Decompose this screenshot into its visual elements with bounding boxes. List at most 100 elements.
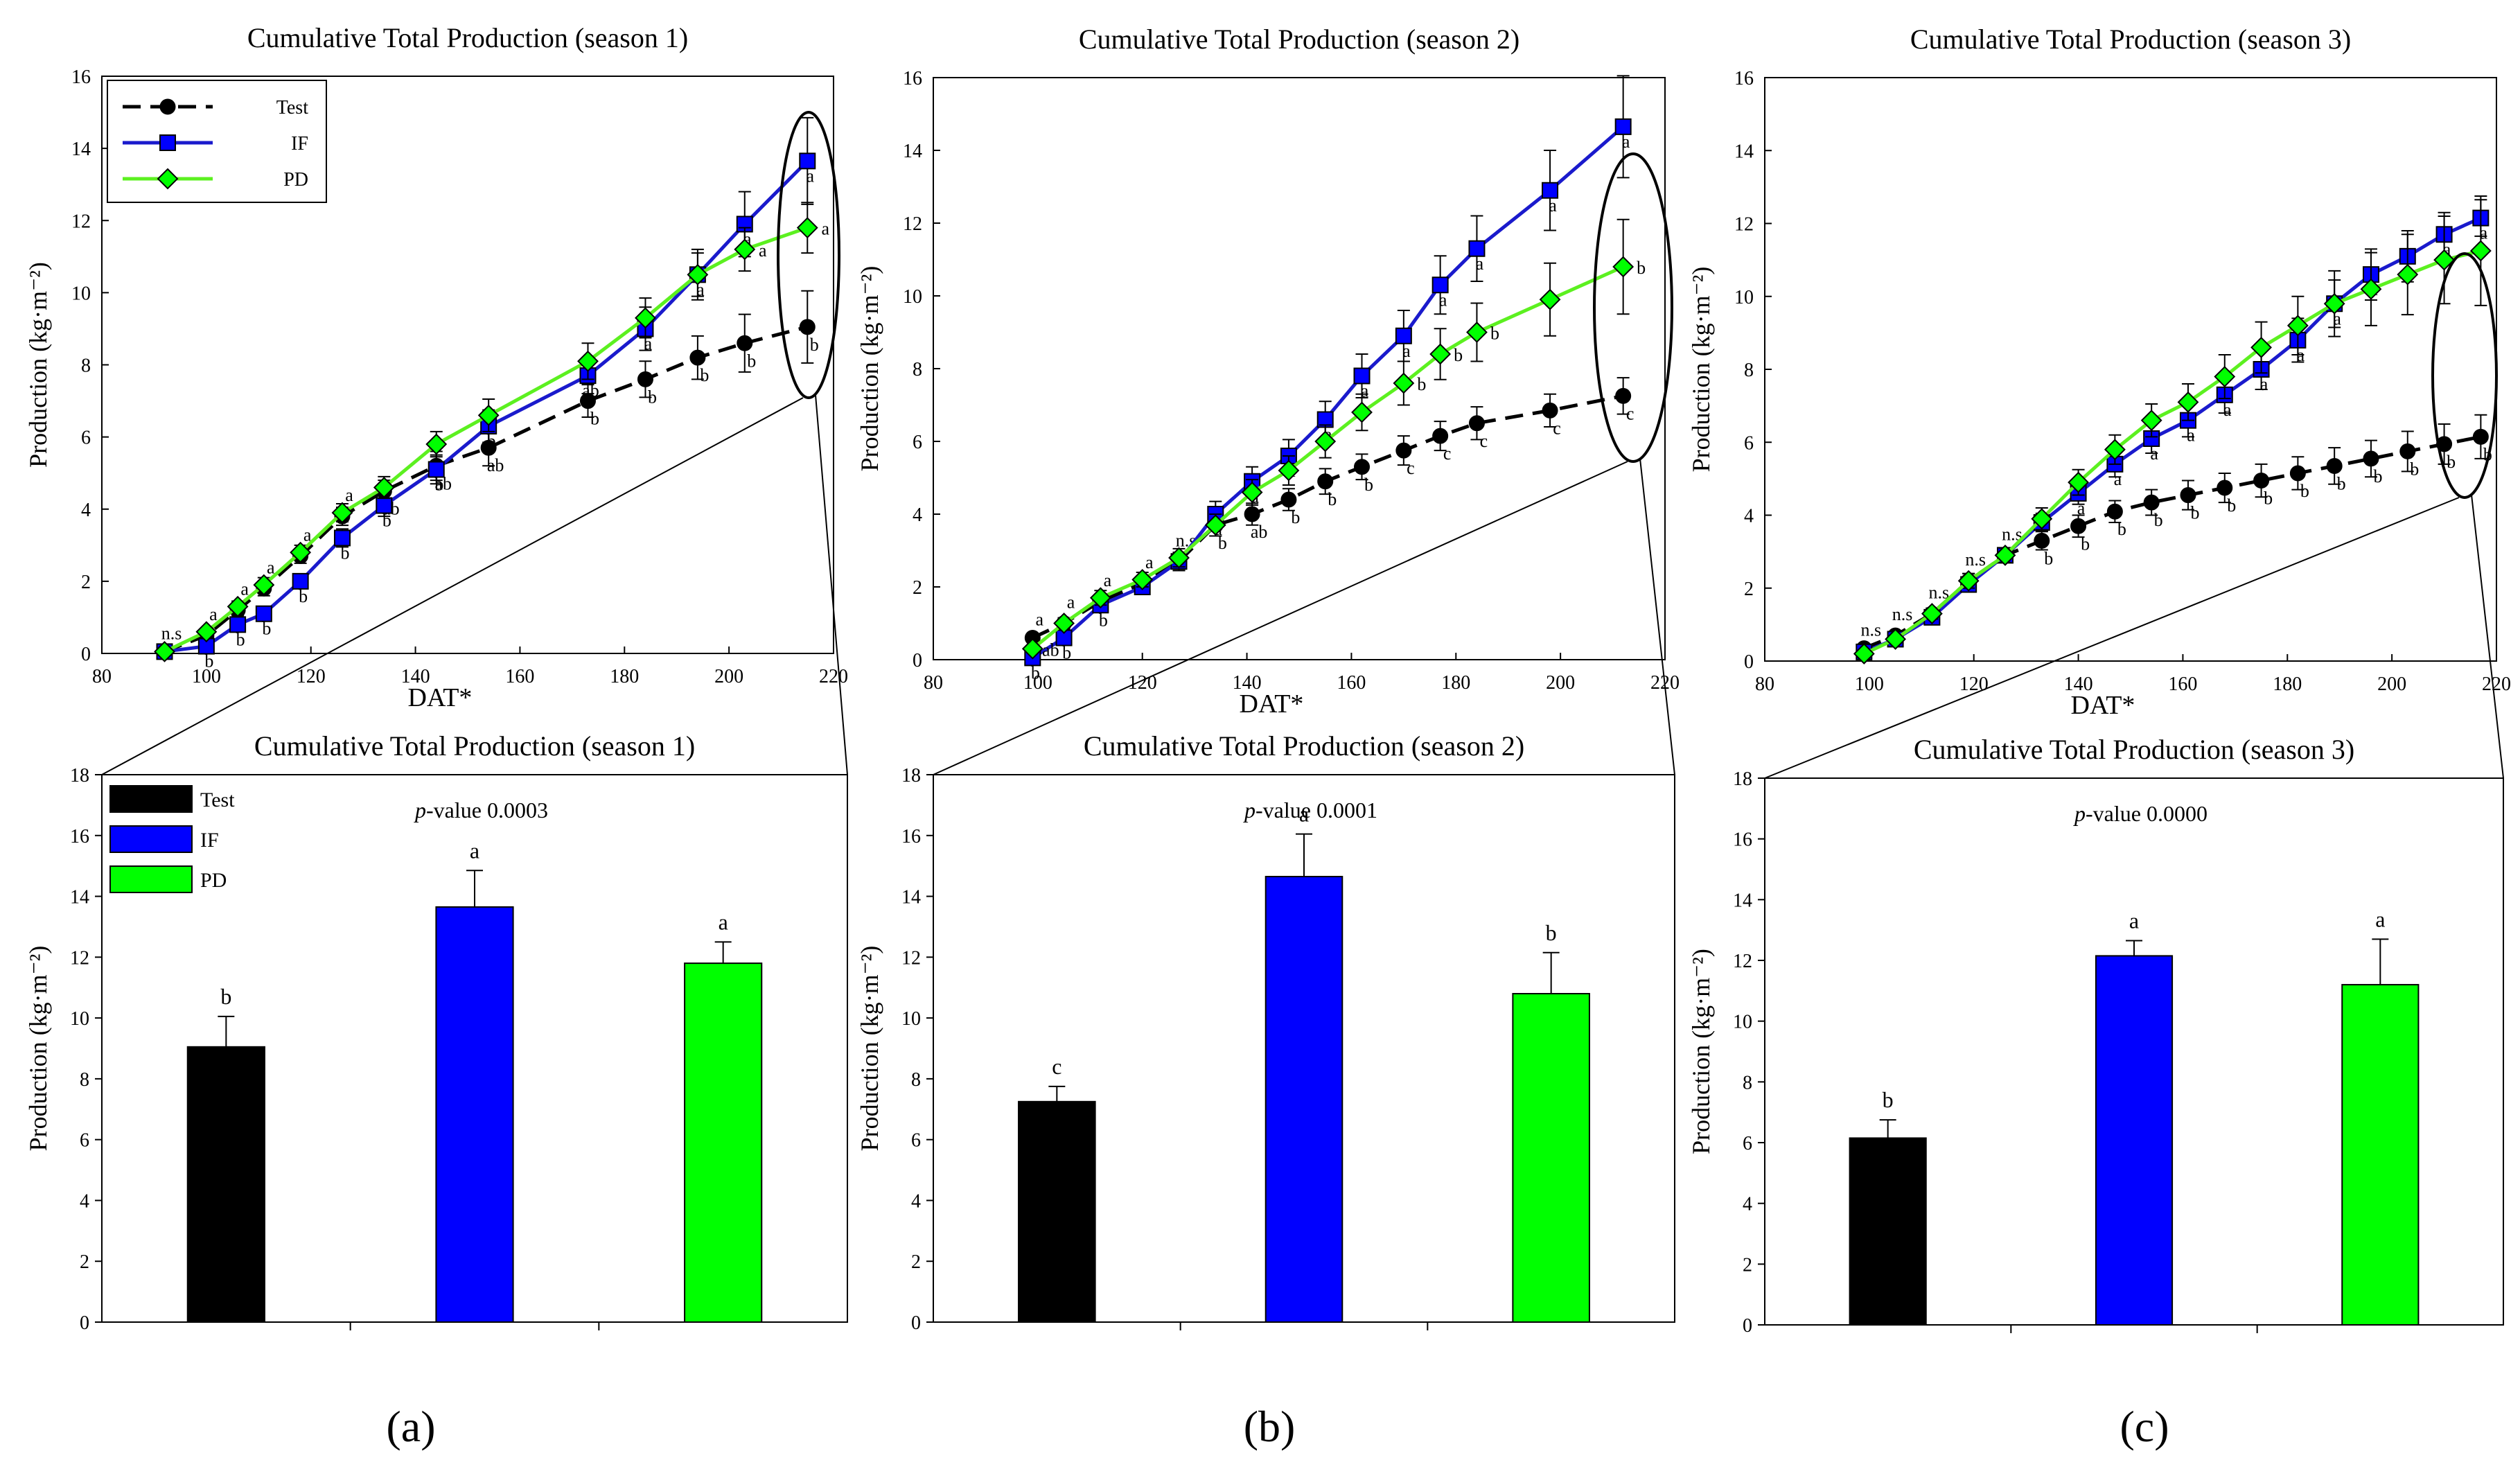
data-point bbox=[577, 350, 599, 372]
data-point bbox=[2070, 518, 2087, 534]
significance-letter: b bbox=[2264, 489, 2273, 509]
significance-letter: b bbox=[2081, 534, 2090, 554]
significance-letter: n.s bbox=[1965, 549, 1986, 570]
y-axis-label: Production (kg·m⁻²) bbox=[1687, 267, 1715, 473]
significance-letter: b bbox=[1883, 1087, 1894, 1112]
data-point bbox=[1395, 327, 1412, 344]
y-tick-label: 0 bbox=[911, 1312, 921, 1334]
y-tick-label: 8 bbox=[913, 359, 922, 380]
significance-letter: b bbox=[700, 365, 709, 385]
significance-letter: ab bbox=[487, 455, 504, 475]
y-tick-label: 14 bbox=[1733, 890, 1752, 911]
significance-letter: b bbox=[590, 409, 599, 429]
data-point bbox=[2250, 337, 2272, 358]
significance-letter: c bbox=[1626, 403, 1635, 423]
x-tick-label: 140 bbox=[1233, 672, 1262, 694]
data-point bbox=[477, 404, 500, 426]
data-point bbox=[1885, 628, 1906, 650]
y-axis-label: Production (kg·m⁻²) bbox=[24, 262, 52, 468]
significance-letter: a bbox=[1439, 290, 1447, 310]
p-value-italic: p bbox=[2073, 801, 2086, 826]
p-value-annotation: p-value 0.0000 bbox=[2073, 801, 2208, 826]
y-tick-label: 10 bbox=[903, 286, 922, 308]
significance-letter: b bbox=[204, 651, 213, 671]
data-point bbox=[1393, 372, 1415, 394]
y-axis-label: Production (kg·m⁻²) bbox=[24, 946, 52, 1152]
data-point bbox=[799, 152, 816, 170]
data-point bbox=[195, 621, 218, 643]
legend-label-if: IF bbox=[200, 829, 219, 852]
y-tick-label: 0 bbox=[913, 650, 922, 671]
line-chart-season-2: Cumulative Total Production (season 2) 0 2… bbox=[856, 24, 1680, 719]
data-point bbox=[2214, 366, 2236, 387]
y-tick-label: 14 bbox=[71, 139, 91, 160]
data-point bbox=[687, 263, 709, 285]
y-tick-label: 8 bbox=[80, 1069, 89, 1091]
significance-letter: b bbox=[1218, 533, 1227, 553]
data-point bbox=[2397, 263, 2419, 285]
data-point bbox=[2433, 249, 2455, 271]
data-point bbox=[1053, 613, 1075, 634]
p-value-text: -value 0.0000 bbox=[2086, 801, 2208, 826]
data-point bbox=[1314, 430, 1337, 452]
bar-test bbox=[186, 1046, 265, 1323]
x-tick-label: 100 bbox=[1855, 674, 1884, 695]
significance-letter: b bbox=[810, 335, 819, 355]
significance-letter: b bbox=[340, 543, 349, 563]
y-tick-label: 16 bbox=[1734, 68, 1754, 89]
data-point bbox=[2253, 473, 2270, 489]
significance-letter: a bbox=[644, 333, 653, 353]
data-point bbox=[1612, 256, 1635, 278]
chart-title: Cumulative Total Production (season 3) bbox=[1910, 24, 2351, 55]
y-tick-label: 8 bbox=[81, 355, 91, 377]
y-tick-label: 18 bbox=[70, 765, 89, 786]
y-tick-label: 6 bbox=[81, 428, 91, 449]
significance-letter: c bbox=[1052, 1054, 1061, 1079]
significance-letter: b bbox=[2044, 548, 2053, 568]
data-point bbox=[2399, 443, 2416, 459]
data-point bbox=[1542, 402, 1558, 419]
significance-letter: b bbox=[487, 431, 496, 451]
significance-letter: b bbox=[299, 586, 308, 606]
significance-letter: b bbox=[2300, 481, 2309, 501]
data-point bbox=[2034, 532, 2050, 549]
p-value-italic: p bbox=[414, 798, 426, 823]
y-tick-label: 12 bbox=[1734, 214, 1754, 236]
bar-pd bbox=[2341, 984, 2420, 1326]
data-point bbox=[635, 307, 656, 329]
p-value-annotation: p-value 0.0003 bbox=[414, 798, 548, 823]
y-tick-label: 12 bbox=[1733, 951, 1752, 972]
significance-letter: b bbox=[2410, 459, 2419, 479]
significance-letter: n.s bbox=[1861, 620, 1882, 640]
y-tick-label: 0 bbox=[81, 644, 91, 665]
significance-letter: b bbox=[1062, 643, 1071, 663]
y-axis-label: Production (kg·m⁻²) bbox=[856, 946, 883, 1152]
x-tick-label: 140 bbox=[401, 666, 430, 687]
zoom-ellipse bbox=[1593, 152, 1673, 463]
significance-letter: b bbox=[2227, 495, 2236, 516]
bar-chart-season-3: Cumulative Total Production (season 3) 0 2… bbox=[1687, 734, 2504, 1337]
significance-letter: a bbox=[2223, 400, 2232, 420]
x-tick-label: 140 bbox=[2064, 674, 2093, 695]
significance-letter: a bbox=[1549, 195, 1557, 215]
significance-letter: a bbox=[2077, 498, 2086, 518]
y-tick-label: 8 bbox=[911, 1069, 921, 1091]
y-tick-label: 16 bbox=[70, 826, 89, 847]
y-tick-label: 2 bbox=[80, 1251, 89, 1273]
legend: Test IF PD bbox=[107, 80, 327, 203]
significance-letter: b bbox=[1031, 662, 1040, 683]
chart-title: Cumulative Total Production (season 3) bbox=[1914, 734, 2354, 765]
series-pd: aa bbox=[154, 202, 830, 662]
data-point bbox=[428, 461, 445, 478]
significance-letter: ab bbox=[1251, 522, 1268, 542]
data-point bbox=[159, 98, 176, 115]
data-point bbox=[2104, 439, 2126, 461]
x-tick-label: 180 bbox=[2273, 674, 2302, 695]
y-tick-label: 10 bbox=[1733, 1012, 1752, 1033]
y-tick-label: 14 bbox=[901, 887, 921, 908]
y-tick-label: 2 bbox=[1743, 1254, 1752, 1276]
data-point bbox=[1168, 547, 1190, 569]
data-point bbox=[796, 217, 818, 239]
y-tick-label: 2 bbox=[913, 577, 922, 599]
